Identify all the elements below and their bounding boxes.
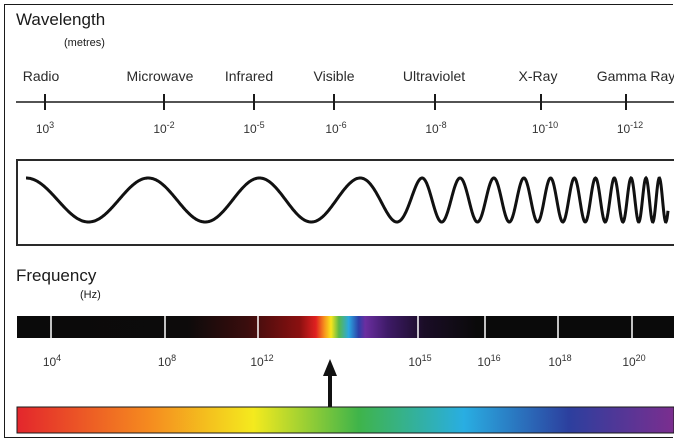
wave-box bbox=[16, 159, 674, 246]
wavelength-tick-label: 10-6 bbox=[325, 120, 347, 136]
wavelength-tick-label: 10-8 bbox=[425, 120, 447, 136]
frequency-tick-label: 1016 bbox=[477, 353, 501, 369]
frequency-tick-label: 1012 bbox=[250, 353, 274, 369]
frequency-tick-label: 108 bbox=[157, 353, 177, 369]
wavelength-ticks bbox=[44, 94, 627, 110]
band-label-radio: Radio bbox=[22, 68, 60, 84]
band-label-xray: X-Ray bbox=[518, 68, 558, 84]
frequency-bar bbox=[17, 316, 674, 338]
wavelength-unit: (metres) bbox=[64, 37, 105, 49]
frequency-unit: (Hz) bbox=[80, 289, 101, 301]
frequency-ticks bbox=[50, 308, 633, 346]
frequency-tick-label: 1015 bbox=[408, 353, 432, 369]
wavelength-title: Wavelength bbox=[16, 10, 106, 29]
band-label-gamma-ray: Gamma Ray bbox=[596, 68, 674, 84]
band-label-visible: Visible bbox=[313, 68, 355, 84]
arrow-head bbox=[323, 359, 337, 376]
band-label-microwave: Microwave bbox=[126, 68, 194, 84]
wavelength-tick-label: 103 bbox=[35, 120, 55, 136]
wavelength-tick-label: 10-5 bbox=[243, 120, 265, 136]
band-label-infrared: Infrared bbox=[224, 68, 274, 84]
wavelength-tick-label: 10-12 bbox=[616, 120, 644, 136]
frequency-tick-label: 104 bbox=[42, 353, 62, 369]
visible-spectrum-bar bbox=[16, 406, 674, 434]
wave-curve bbox=[26, 175, 670, 224]
frequency-tick-label: 1018 bbox=[548, 353, 572, 369]
frequency-tick-label: 1020 bbox=[622, 353, 646, 369]
wavelength-tick-label: 10-2 bbox=[153, 120, 175, 136]
band-label-ultraviolet: Ultraviolet bbox=[402, 68, 466, 84]
wavelength-tick-label: 10-10 bbox=[531, 120, 559, 136]
frequency-title: Frequency bbox=[16, 266, 97, 285]
